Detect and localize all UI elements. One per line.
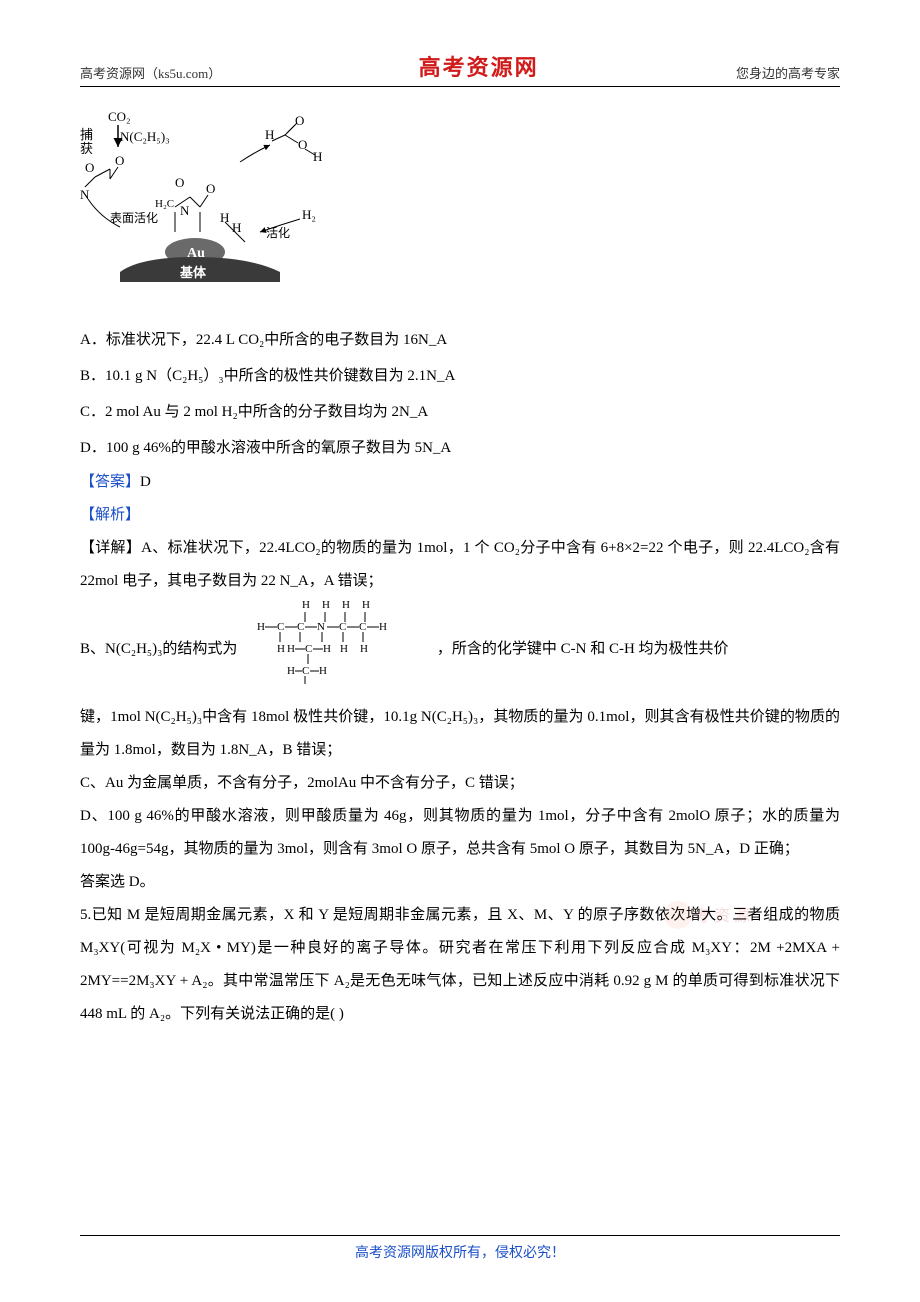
diagram-activate-label: 活化 bbox=[266, 226, 290, 240]
analysis-p1: 【详解】A、标准状况下，22.4LCO₂的物质的量为 1mol，1 个 CO₂分… bbox=[80, 532, 840, 598]
answer-label: 【答案】 bbox=[80, 474, 140, 490]
svg-text:H: H bbox=[232, 220, 241, 235]
option-c: C．2 mol Au 与 2 mol H₂中所含的分子数目均为 2N_A bbox=[80, 394, 840, 430]
diagram-amine-label: N(C₂H₅)₃ bbox=[120, 129, 170, 144]
svg-text:H: H bbox=[265, 127, 274, 142]
option-b: B．10.1 g N（C₂H₅）₃中所含的极性共价键数目为 2.1N_A bbox=[80, 358, 840, 394]
svg-text:O: O bbox=[206, 181, 215, 196]
svg-text:H: H bbox=[277, 643, 285, 655]
svg-text:N: N bbox=[317, 621, 325, 633]
answer-line: 【答案】D bbox=[80, 466, 840, 499]
reaction-diagram: CO₂ 捕 获 N(C₂H₅)₃ O O N 表面活化 O H₂C N O H … bbox=[80, 107, 340, 307]
diagram-base-label: 基体 bbox=[179, 265, 207, 280]
analysis-p4: C、Au 为金属单质，不含有分子，2molAu 中不含有分子，C 错误； bbox=[80, 767, 840, 800]
analysis-p3: 键，1mol N(C₂H₅)₃中含有 18mol 极性共价键，10.1g N(C… bbox=[80, 701, 840, 767]
svg-text:H: H bbox=[360, 643, 368, 655]
svg-text:H: H bbox=[313, 149, 322, 164]
diagram-capture-label: 捕 bbox=[80, 127, 93, 142]
option-d: D．100 g 46%的甲酸水溶液中所含的氧原子数目为 5N_A bbox=[80, 430, 840, 466]
svg-text:O: O bbox=[295, 113, 304, 128]
svg-text:H: H bbox=[362, 599, 370, 611]
analysis-label: 【解析】 bbox=[80, 499, 840, 532]
svg-text:H: H bbox=[322, 599, 330, 611]
svg-text:C: C bbox=[359, 621, 366, 633]
diagram-co2-label: CO₂ bbox=[108, 109, 131, 124]
svg-text:C: C bbox=[297, 621, 304, 633]
option-a: A．标准状况下，22.4 L CO₂中所含的电子数目为 16N_A bbox=[80, 322, 840, 358]
svg-text:H: H bbox=[342, 599, 350, 611]
analysis-p5: D、100 g 46%的甲酸水溶液，则甲酸质量为 46g，则其物质的量为 1mo… bbox=[80, 800, 840, 866]
diagram-surface-label: 表面活化 bbox=[110, 211, 158, 225]
svg-text:H: H bbox=[287, 665, 295, 677]
svg-text:C: C bbox=[339, 621, 346, 633]
analysis-p2-pre: B、N(C₂H₅)₃的结构式为 bbox=[80, 641, 237, 657]
analysis-p6: 答案选 D。 bbox=[80, 866, 840, 899]
svg-text:N: N bbox=[180, 203, 190, 218]
svg-text:H: H bbox=[319, 665, 327, 677]
svg-text:H: H bbox=[323, 643, 331, 655]
header-center-logo: 高考资源网 bbox=[419, 50, 539, 82]
svg-text:C: C bbox=[302, 665, 309, 677]
header-right: 您身边的高考专家 bbox=[736, 63, 840, 82]
svg-text:H₂C: H₂C bbox=[155, 198, 174, 210]
svg-text:C: C bbox=[277, 621, 284, 633]
svg-text:H: H bbox=[340, 643, 348, 655]
svg-text:O: O bbox=[115, 153, 124, 168]
page-footer: 高考资源网版权所有，侵权必究！ bbox=[80, 1235, 840, 1262]
document-page: 高考资源网（ks5u.com） 高考资源网 您身边的高考专家 CO₂ 捕 获 N… bbox=[0, 0, 920, 1302]
diagram-capture-label2: 获 bbox=[80, 141, 93, 156]
diagram-h2-label: H₂ bbox=[302, 207, 316, 222]
svg-text:C: C bbox=[305, 643, 312, 655]
page-header: 高考资源网（ks5u.com） 高考资源网 您身边的高考专家 bbox=[80, 50, 840, 87]
answer-value: D bbox=[140, 474, 151, 490]
svg-text:O: O bbox=[175, 175, 184, 190]
svg-text:O: O bbox=[85, 160, 94, 175]
svg-text:H: H bbox=[220, 210, 229, 225]
question-5: 5.已知 M 是短周期金属元素，X 和 Y 是短周期非金属元素，且 X、M、Y … bbox=[80, 899, 840, 1031]
analysis-p2-post: ，所含的化学键中 C-N 和 C-H 均为极性共价 bbox=[437, 641, 729, 657]
svg-text:H: H bbox=[257, 621, 265, 633]
header-left: 高考资源网（ks5u.com） bbox=[80, 63, 221, 82]
svg-text:H: H bbox=[287, 643, 295, 655]
structural-formula: HH H C C N C C H HH H H H H bbox=[247, 598, 427, 701]
analysis-p2: B、N(C₂H₅)₃的结构式为 HH H C C N C C H HH H bbox=[80, 598, 840, 701]
svg-text:H: H bbox=[379, 621, 387, 633]
svg-text:H: H bbox=[302, 599, 310, 611]
